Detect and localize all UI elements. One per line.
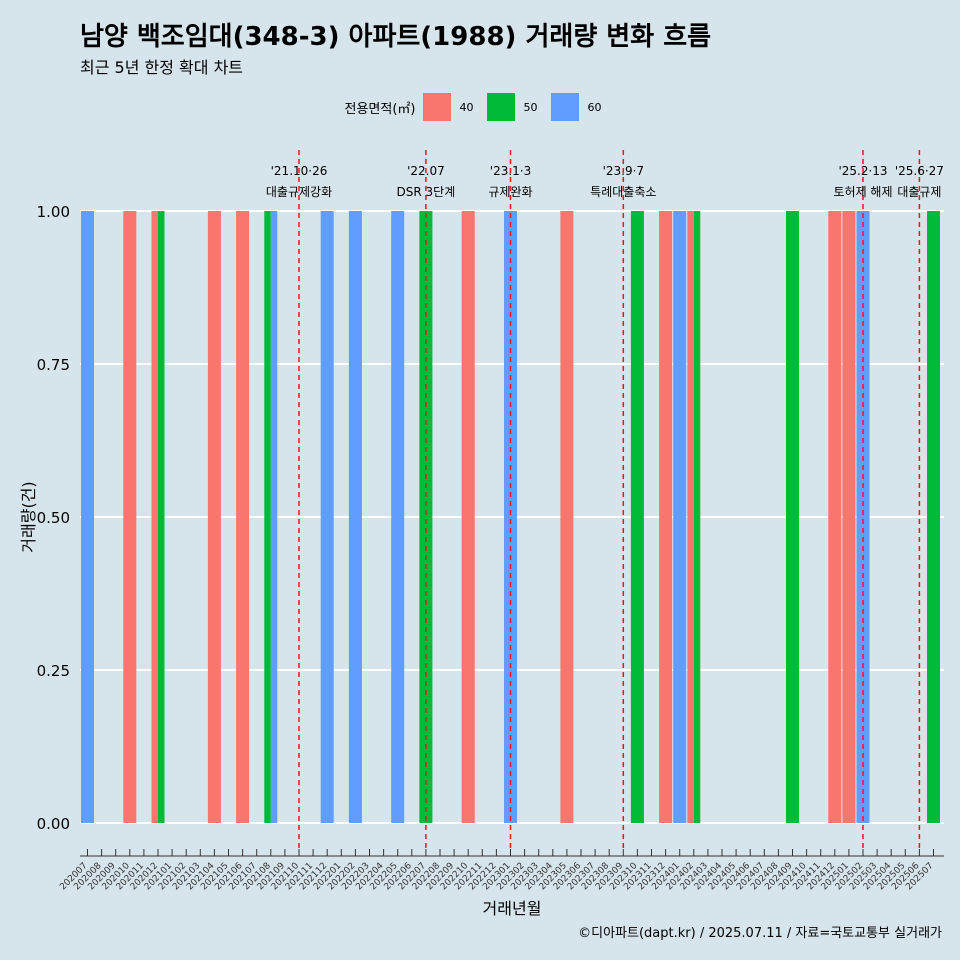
legend-item-40: 40: [423, 93, 479, 121]
event-date-label: '23.9·7: [603, 164, 644, 178]
bar: [264, 211, 271, 823]
bar: [151, 211, 158, 823]
legend-title: 전용면적(㎡): [344, 101, 416, 117]
bar: [207, 211, 221, 823]
legend-label-50: 50: [523, 100, 538, 114]
source-caption: ©디아파트(dapt.kr) / 2025.07.11 / 자료=국토교통부 실…: [578, 926, 942, 941]
bar: [842, 211, 856, 823]
x-axis-title: 거래년월: [483, 899, 542, 918]
bar: [270, 211, 278, 823]
legend: 전용면적(㎡) 40 50 60: [0, 93, 960, 121]
event-date-label: '25.2·13: [838, 164, 887, 178]
legend-item-50: 50: [487, 93, 543, 121]
legend-label-40: 40: [459, 100, 474, 114]
event-label: 토허제 해제: [833, 185, 892, 199]
event-label: 대출규제: [897, 185, 941, 199]
bar: [461, 211, 475, 823]
bar: [391, 211, 405, 823]
event-date-label: '25.6·27: [895, 164, 944, 178]
event-date-label: '21.10·26: [271, 164, 328, 178]
bar: [320, 211, 334, 823]
bar: [158, 211, 165, 823]
y-tick-label: 0.75: [37, 356, 70, 374]
bar: [236, 211, 250, 823]
bar: [693, 211, 701, 823]
legend-item-60: 60: [551, 93, 607, 121]
legend-swatch-50: [487, 93, 516, 121]
y-axis-title: 거래량(건): [19, 481, 38, 552]
legend-label-60: 60: [587, 100, 602, 114]
y-tick-label: 0.25: [37, 662, 70, 680]
y-tick-label: 1.00: [37, 203, 70, 221]
bar: [123, 211, 137, 823]
y-tick-label: 0.00: [37, 815, 70, 833]
bar: [560, 211, 574, 823]
bar: [856, 211, 870, 823]
bar: [927, 211, 940, 823]
y-tick-label: 0.50: [37, 509, 70, 527]
event-label: DSR 3단계: [397, 185, 456, 199]
bar: [348, 211, 362, 823]
event-label: 대출규제강화: [266, 185, 332, 199]
bar: [659, 211, 673, 823]
bar: [828, 211, 842, 823]
legend-swatch-60: [551, 93, 580, 121]
bar: [81, 211, 94, 823]
bar: [673, 211, 687, 823]
bar: [786, 211, 799, 823]
bar: [687, 211, 694, 823]
legend-swatch-40: [423, 93, 452, 121]
event-label: 규제완화: [488, 185, 532, 199]
event-date-label: '22.07: [407, 164, 445, 178]
bar: [630, 211, 644, 823]
event-date-label: '23.1·3: [490, 164, 531, 178]
bar: [504, 211, 517, 823]
event-label: 특례대출축소: [590, 185, 656, 199]
bar: [419, 211, 433, 823]
chart-title: 남양 백조임대(348-3) 아파트(1988) 거래량 변화 흐름: [80, 22, 712, 52]
chart-subtitle: 최근 5년 한정 확대 차트: [80, 58, 244, 77]
